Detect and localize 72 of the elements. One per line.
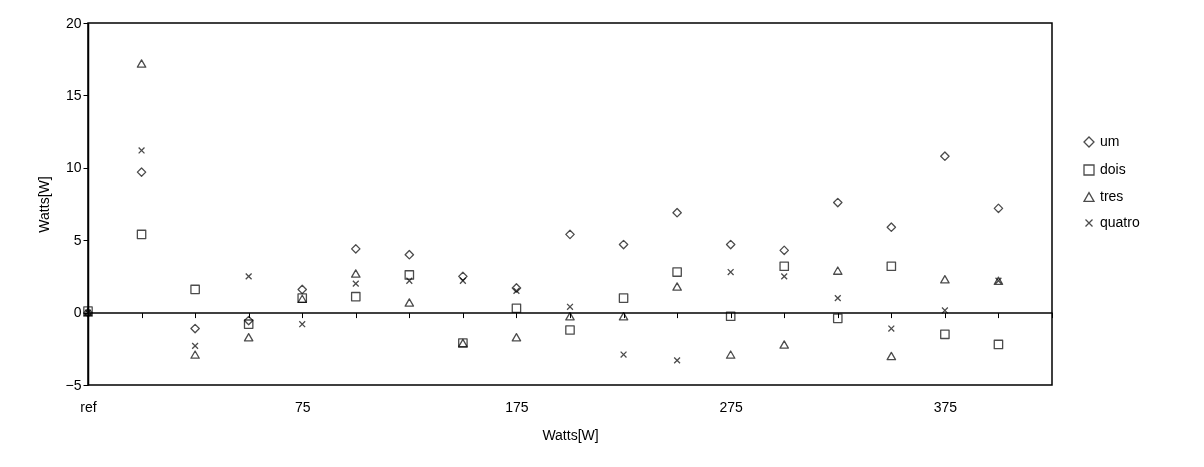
point	[297, 284, 308, 295]
legend-label: quatro	[1100, 214, 1140, 230]
point	[136, 59, 147, 68]
point	[512, 287, 521, 295]
point	[565, 229, 575, 240]
point	[672, 207, 682, 218]
y-tick-label: 20	[65, 14, 82, 31]
point	[511, 303, 522, 314]
y-tick-label: 10	[65, 159, 82, 176]
point	[832, 313, 843, 324]
point	[832, 197, 843, 208]
point	[940, 275, 950, 284]
x-tick-label: 175	[505, 398, 529, 415]
y-axis-title: Watts[W]	[35, 176, 52, 233]
x-axis-title: Watts[W]	[542, 426, 599, 443]
y-tick-label: 15	[65, 86, 82, 103]
point	[886, 351, 897, 361]
point	[618, 293, 629, 303]
point	[565, 325, 575, 335]
point	[834, 294, 842, 302]
point	[993, 339, 1004, 350]
point	[618, 239, 629, 250]
point	[779, 340, 790, 349]
point	[727, 268, 735, 276]
point	[725, 350, 736, 359]
legend-label: dois	[1100, 161, 1126, 177]
point	[618, 311, 629, 321]
point	[725, 311, 736, 322]
point	[350, 244, 361, 254]
y-tick-label: −5	[65, 376, 82, 393]
legend-label: um	[1100, 133, 1120, 149]
point	[779, 261, 790, 272]
point	[941, 306, 949, 315]
point	[352, 280, 360, 288]
point	[350, 291, 361, 302]
point	[243, 315, 254, 326]
point	[887, 324, 895, 333]
point	[190, 284, 200, 295]
point	[565, 311, 575, 321]
point	[404, 249, 415, 260]
point	[136, 167, 147, 177]
x-tick-label: ref	[80, 398, 97, 415]
point	[243, 319, 254, 330]
point	[993, 203, 1004, 214]
point	[190, 350, 200, 359]
x-tick-label: 275	[719, 398, 744, 415]
point	[832, 266, 843, 275]
point	[566, 303, 574, 311]
legend-label: tres	[1100, 188, 1124, 204]
x-tick-label: 75	[294, 398, 311, 415]
y-tick-label: 0	[73, 304, 82, 321]
point	[136, 229, 147, 240]
point	[672, 282, 682, 291]
point	[404, 270, 415, 280]
x-tick-label: 375	[933, 398, 958, 415]
point	[459, 277, 467, 285]
point	[243, 332, 254, 342]
point	[940, 151, 950, 162]
point	[780, 272, 788, 280]
point	[672, 267, 682, 277]
point	[886, 261, 897, 272]
point	[779, 245, 790, 256]
point	[404, 298, 415, 307]
y-tick-label: 5	[73, 231, 82, 248]
point	[350, 269, 361, 278]
point	[511, 332, 522, 342]
point	[725, 239, 736, 250]
point	[886, 222, 897, 232]
point	[190, 323, 200, 334]
point	[511, 283, 522, 293]
point	[940, 329, 950, 340]
point	[673, 356, 681, 364]
